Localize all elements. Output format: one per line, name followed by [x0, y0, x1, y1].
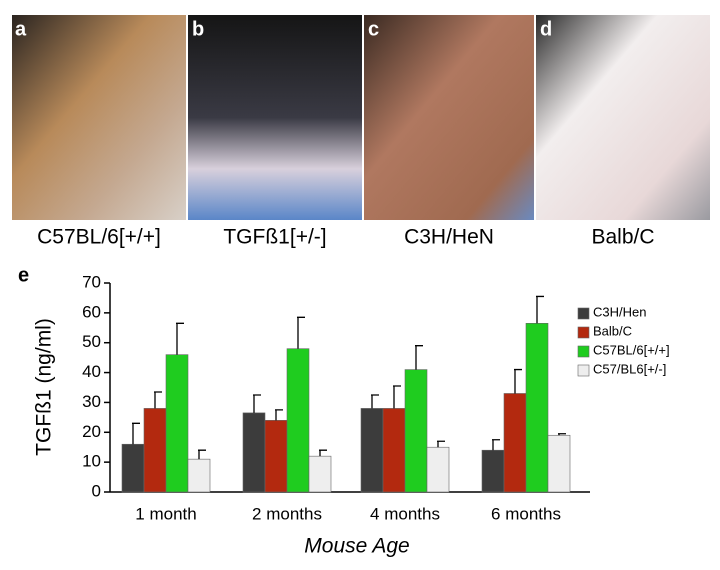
photo-caption: C3H/HeN: [404, 226, 494, 249]
panel-letter: e: [18, 264, 29, 286]
error-bar: [558, 433, 566, 436]
x-tick-label: 1 month: [135, 504, 196, 523]
error-bar: [198, 449, 206, 460]
photo: [188, 15, 362, 220]
error-bar: [297, 316, 305, 349]
legend-label: C3H/Hen: [593, 304, 646, 319]
error-bar: [492, 439, 500, 451]
y-tick-label: 0: [92, 481, 101, 500]
error-bar: [154, 391, 162, 409]
error-bar: [275, 409, 283, 421]
panel-letter: c: [368, 18, 379, 40]
error-bar: [393, 385, 401, 409]
legend-swatch: [577, 307, 590, 320]
error-bar: [536, 295, 544, 324]
bar: [426, 446, 450, 493]
legend-swatch: [577, 345, 590, 358]
error-bar: [176, 322, 184, 355]
photo: [364, 15, 534, 220]
bar: [286, 348, 310, 493]
error-bar: [437, 440, 445, 448]
bar: [503, 393, 527, 493]
legend-label: C57/BL6[+/-]: [593, 361, 666, 376]
legend-label: C57BL/6[+/+]: [593, 342, 670, 357]
error-bar: [514, 368, 522, 394]
photo-caption: C57BL/6[+/+]: [37, 226, 161, 249]
legend-swatch: [577, 326, 590, 339]
bar: [382, 408, 406, 493]
panel-letter: d: [540, 18, 552, 40]
x-tick-label: 6 months: [491, 504, 561, 523]
x-axis-label: Mouse Age: [304, 535, 409, 558]
bar: [165, 354, 189, 493]
error-bar: [132, 422, 140, 445]
bar: [264, 420, 288, 493]
error-bar: [371, 394, 379, 409]
y-tick-label: 50: [82, 332, 101, 351]
bar: [143, 408, 167, 493]
error-bar: [253, 394, 261, 413]
photo-caption: TGFß1[+/-]: [223, 226, 326, 249]
y-tick-label: 60: [82, 302, 101, 321]
bar: [547, 434, 571, 493]
x-tick-label: 4 months: [370, 504, 440, 523]
photo-caption: Balb/C: [591, 226, 654, 249]
legend-label: Balb/C: [593, 323, 632, 338]
bar: [360, 408, 384, 493]
bar: [481, 449, 505, 493]
photo: [536, 15, 710, 220]
panel-letter: a: [15, 18, 27, 40]
bar: [242, 412, 266, 493]
bar: [308, 455, 332, 493]
bar: [187, 458, 211, 493]
y-tick-label: 40: [82, 362, 101, 381]
bar: [404, 369, 428, 493]
bar: [121, 443, 145, 493]
y-tick-label: 70: [82, 272, 101, 291]
legend-swatch: [577, 364, 590, 377]
y-tick-label: 30: [82, 392, 101, 411]
y-axis-label: TGFß1 (ng/ml): [33, 318, 56, 456]
photo: [12, 15, 186, 220]
bar: [525, 323, 549, 493]
panel-letter: b: [192, 18, 204, 40]
error-bar: [415, 345, 423, 370]
y-tick-label: 10: [82, 452, 101, 471]
x-tick-label: 2 months: [252, 504, 322, 523]
error-bar: [319, 449, 327, 457]
y-tick-label: 20: [82, 422, 101, 441]
